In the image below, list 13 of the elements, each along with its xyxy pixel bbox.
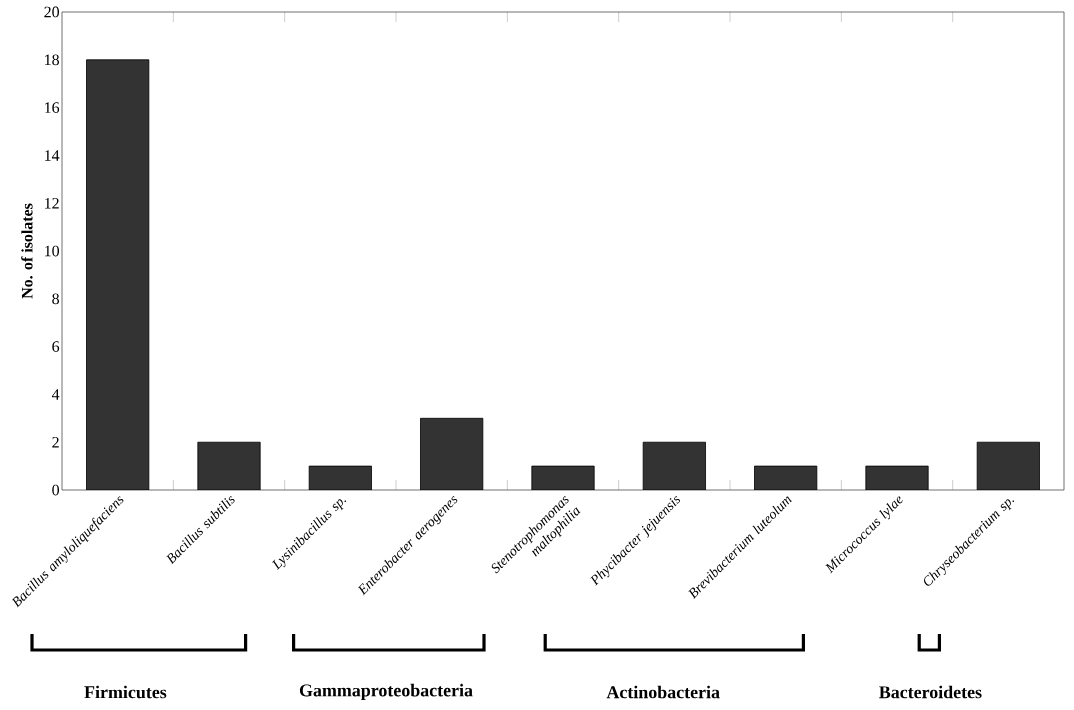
text: Bacteroidetes xyxy=(879,685,982,699)
text: Gammaproteobacteria xyxy=(299,683,473,701)
bar xyxy=(642,441,706,490)
text: Firmicutes xyxy=(84,685,167,699)
text: Actinobacteria xyxy=(606,685,720,699)
bar xyxy=(976,441,1040,490)
bar xyxy=(197,441,261,490)
bar xyxy=(754,466,817,490)
bar xyxy=(531,466,595,490)
bar xyxy=(865,466,929,490)
bar xyxy=(309,466,372,490)
bar xyxy=(420,417,484,490)
bar xyxy=(86,59,150,490)
